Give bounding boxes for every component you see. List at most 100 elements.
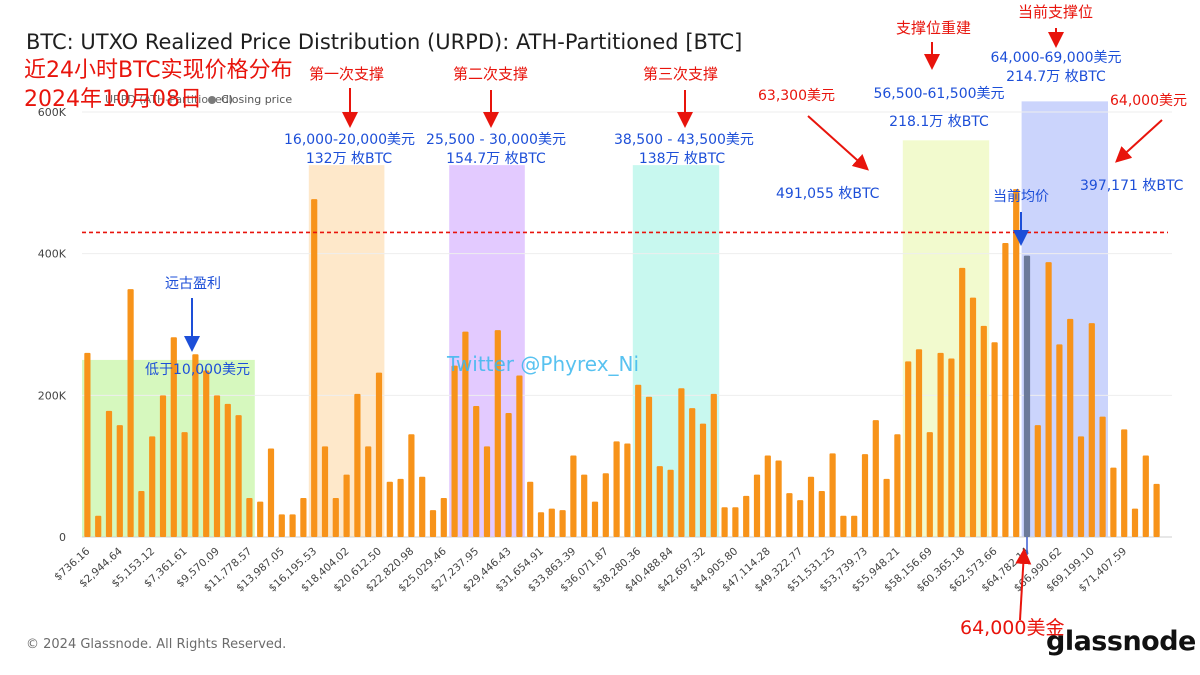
- bar: [1077, 436, 1085, 537]
- bar-closing-price: [1023, 255, 1031, 538]
- bar: [1034, 425, 1041, 537]
- bar: [689, 408, 696, 537]
- bar: [775, 460, 782, 537]
- bar: [1067, 318, 1074, 537]
- zone-support3: [632, 165, 720, 537]
- bar: [991, 342, 998, 537]
- bar: [959, 267, 966, 537]
- current-support-title: 当前支撑位: [1018, 3, 1094, 21]
- bar: [300, 498, 307, 537]
- bar: [743, 495, 750, 537]
- bar: [764, 455, 771, 537]
- bar: [786, 493, 793, 537]
- zone-current-support: [1021, 101, 1108, 537]
- glassnode-logo: glassnode: [1046, 626, 1196, 657]
- bar: [548, 508, 555, 537]
- bar: [753, 474, 761, 537]
- support2-amount: 154.7万 枚BTC: [446, 151, 546, 167]
- bar: [851, 515, 858, 537]
- bar: [1131, 508, 1139, 537]
- bar: [462, 331, 469, 537]
- bar: [473, 405, 480, 537]
- y-tick-label: 400K: [38, 248, 67, 261]
- bar: [483, 446, 491, 537]
- bar: [645, 396, 653, 537]
- bar: [289, 514, 296, 537]
- bar: [872, 420, 879, 537]
- bar: [95, 515, 102, 537]
- support3-amount: 138万 枚BTC: [638, 151, 726, 167]
- annotation-arrows: [184, 28, 1163, 621]
- bar: [656, 466, 663, 537]
- bar: [278, 514, 285, 537]
- bar: [397, 478, 404, 537]
- bar: [1099, 416, 1106, 537]
- closing-price-dot-icon: [208, 96, 216, 104]
- bar: [915, 349, 923, 537]
- rebuild-title: 支撑位重建: [896, 19, 972, 37]
- ancient-profit-label: 远古盈利: [165, 276, 221, 292]
- support3-range: 38,500 - 43,500美元: [614, 132, 754, 148]
- bar: [311, 199, 318, 537]
- rebuild-range: 56,500-61,500美元: [873, 86, 1005, 102]
- bar: [440, 498, 447, 537]
- bar: [516, 375, 523, 537]
- bar: [1110, 467, 1117, 537]
- rebuild-amount: 218.1万 枚BTC: [889, 114, 989, 130]
- support1-amount: 132万 枚BTC: [305, 151, 393, 167]
- bar: [883, 478, 890, 537]
- closing-price-legend[interactable]: Closing price: [208, 93, 292, 106]
- series-legend: URPD (ATH-Partitioned): [105, 93, 234, 106]
- bar: [192, 354, 199, 537]
- bar: [267, 448, 275, 537]
- bar: [527, 481, 534, 537]
- bar: [905, 361, 912, 537]
- bar: [926, 432, 933, 537]
- bar: [732, 507, 739, 537]
- zone-rebuild: [902, 140, 990, 538]
- bar: [1056, 344, 1063, 537]
- support2-title: 第二次支撑: [453, 65, 529, 83]
- closing-price-label: Closing price: [221, 93, 293, 106]
- copyright: © 2024 Glassnode. All Rights Reserved.: [26, 637, 287, 652]
- chart-title: BTC: UTXO Realized Price Distribution (U…: [26, 30, 743, 54]
- bar: [1013, 189, 1020, 537]
- below-10000-label: 低于10,000美元: [145, 362, 250, 378]
- bar: [170, 337, 177, 537]
- bar: [203, 370, 210, 537]
- bar: [1142, 455, 1149, 537]
- bar: [181, 432, 188, 537]
- bar: [699, 423, 707, 537]
- bar: [721, 507, 728, 537]
- bar: [213, 395, 221, 537]
- bar: [937, 352, 944, 537]
- bottom-64000-label: 64,000美金: [960, 617, 1065, 639]
- bar: [581, 474, 588, 537]
- y-axis: 0 200K 400K 600K: [38, 106, 67, 544]
- x-axis: $736.16$2,944.64$5,153.12$7,361.61$9,570…: [52, 545, 1129, 594]
- bar: [343, 474, 350, 537]
- bar: [224, 403, 231, 537]
- bar: [1002, 243, 1009, 537]
- bar: [1121, 429, 1128, 537]
- bar: [591, 501, 599, 537]
- amount-491055: 491,055 枚BTC: [776, 186, 880, 202]
- bar: [138, 490, 145, 537]
- bar: [840, 515, 847, 537]
- bar: [235, 415, 242, 537]
- support2-range: 25,500 - 30,000美元: [426, 132, 566, 148]
- bar: [613, 441, 620, 537]
- bar: [624, 443, 631, 537]
- bar: [980, 325, 987, 537]
- bar: [894, 434, 901, 537]
- bar: [84, 352, 91, 537]
- bar: [116, 425, 123, 537]
- header-line1: 近24小时BTC实现价格分布: [24, 58, 293, 83]
- bar: [667, 469, 674, 537]
- bar: [678, 388, 685, 537]
- bar: [257, 501, 264, 537]
- bar: [105, 410, 113, 537]
- amount-397171: 397,171 枚BTC: [1080, 178, 1184, 194]
- bar: [159, 395, 167, 537]
